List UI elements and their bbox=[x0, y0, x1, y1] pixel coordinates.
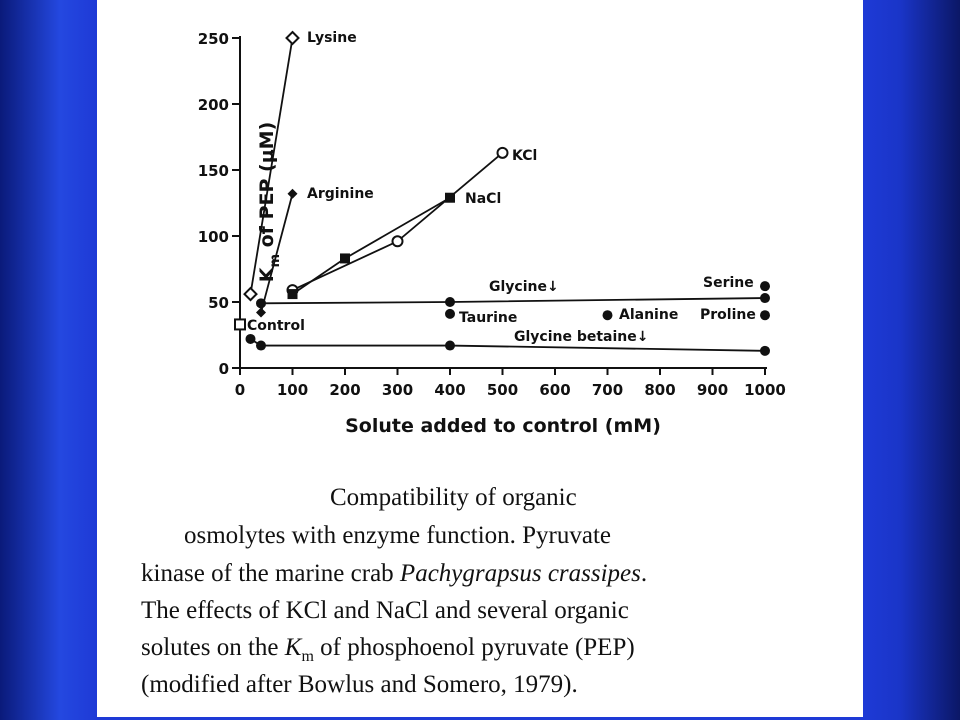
point-kcl-2 bbox=[496, 146, 509, 159]
series-label-serine: Serine bbox=[703, 275, 754, 291]
x-tick-label-900: 900 bbox=[697, 381, 728, 399]
point-kcl-1 bbox=[391, 235, 404, 248]
slide-panel: 0 100 200 300 400 500 600 700 800 900 1000 0 50 100 15… bbox=[97, 0, 863, 717]
point-lysine-0 bbox=[243, 286, 258, 302]
y-tick-label-50: 50 bbox=[208, 294, 229, 312]
chart-axes: 0 100 200 300 400 500 600 700 800 900 1000 0 50 100 15… bbox=[198, 30, 786, 399]
x-tick-label-800: 800 bbox=[644, 381, 675, 399]
series-label-arginine: Arginine bbox=[307, 186, 374, 202]
caption-line-2: osmolytes with enzyme function. Pyruvate bbox=[184, 522, 612, 549]
y-tick-label-0: 0 bbox=[219, 360, 229, 378]
line-arginine bbox=[260, 193, 294, 313]
point-glycine-betaine-0 bbox=[245, 333, 256, 344]
y-tick-label-100: 100 bbox=[198, 228, 229, 246]
series-markers bbox=[234, 30, 770, 356]
series-label-taurine: Taurine bbox=[459, 310, 517, 326]
series-label-glycine: Glycine↓ bbox=[489, 279, 559, 295]
point-glycine-betaine-3 bbox=[760, 345, 770, 356]
point-glycine-betaine-1 bbox=[256, 340, 266, 351]
point-glycine-betaine-2 bbox=[445, 340, 455, 351]
point-taurine-0 bbox=[445, 308, 455, 319]
series-label-proline: Proline bbox=[700, 307, 756, 323]
y-tick-label-200: 200 bbox=[198, 96, 229, 114]
x-tick-label-400: 400 bbox=[434, 381, 465, 399]
caption-line-1: Compatibility of organic bbox=[330, 484, 577, 511]
caption-line-5: solutes on the Km of phosphoenol pyruvat… bbox=[141, 634, 635, 665]
km-chart: 0 100 200 300 400 500 600 700 800 900 1000 0 50 100 15… bbox=[198, 30, 786, 437]
point-glycine-1 bbox=[445, 297, 455, 307]
series-label-glycine-betaine: Glycine betaine↓ bbox=[514, 329, 649, 345]
line-glycine bbox=[260, 297, 766, 305]
point-nacl-2 bbox=[445, 192, 455, 203]
point-alanine-0 bbox=[602, 310, 613, 321]
line-lysine bbox=[249, 37, 294, 295]
line-glycine-betaine bbox=[250, 338, 766, 352]
caption-line-3: kinase of the marine crab Pachygrapsus c… bbox=[141, 560, 648, 587]
point-arginine-1 bbox=[287, 188, 298, 199]
series-labels: Lysine Arginine KCl NaCl Glycine↓ Serine Tauri… bbox=[247, 30, 756, 345]
point-glycine-0 bbox=[256, 298, 266, 309]
point-control-0 bbox=[234, 318, 246, 331]
x-tick-label-100: 100 bbox=[277, 381, 308, 399]
series-label-alanine: Alanine bbox=[619, 307, 678, 323]
x-axis-label: Solute added to control (mM) bbox=[345, 415, 661, 437]
x-tick-label-500: 500 bbox=[487, 381, 518, 399]
point-proline-0 bbox=[760, 310, 770, 321]
x-tick-label-600: 600 bbox=[539, 381, 570, 399]
y-tick-label-250: 250 bbox=[198, 30, 229, 48]
x-tick-label-200: 200 bbox=[329, 381, 360, 399]
series-label-lysine: Lysine bbox=[307, 30, 357, 46]
caption-line-4: The effects of KCl and NaCl and several … bbox=[141, 597, 629, 624]
caption-line-6: (modified after Bowlus and Somero, 1979)… bbox=[141, 671, 578, 698]
series-label-control: Control bbox=[247, 318, 305, 334]
x-tick-label-1000: 1000 bbox=[744, 381, 786, 399]
series-label-kcl: KCl bbox=[512, 148, 537, 164]
point-glycine-2 bbox=[760, 293, 770, 304]
x-tick-label-700: 700 bbox=[592, 381, 623, 399]
x-tick-label-300: 300 bbox=[382, 381, 413, 399]
y-axis-label: Km of PEP (μM) bbox=[256, 122, 283, 283]
point-nacl-0 bbox=[287, 289, 298, 300]
point-lysine-1 bbox=[285, 30, 300, 46]
point-nacl-1 bbox=[340, 253, 350, 264]
series-label-nacl: NaCl bbox=[465, 191, 501, 207]
line-kcl bbox=[292, 152, 504, 291]
x-tick-label-0: 0 bbox=[235, 381, 245, 399]
point-arginine-0 bbox=[256, 307, 266, 318]
y-tick-label-150: 150 bbox=[198, 162, 229, 180]
point-serine-0 bbox=[760, 281, 770, 292]
